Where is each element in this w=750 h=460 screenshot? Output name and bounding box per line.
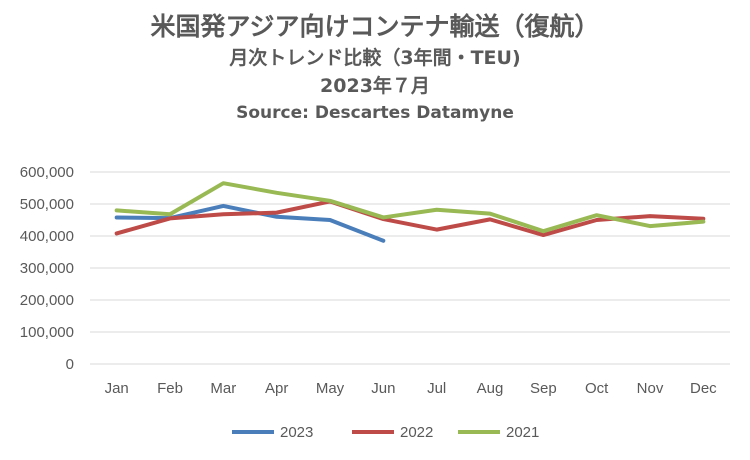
x-tick-label: Jul bbox=[427, 380, 446, 397]
x-tick-label: Sep bbox=[530, 380, 557, 397]
x-tick-label: Jan bbox=[105, 380, 129, 397]
legend-label-2021: 2021 bbox=[506, 424, 539, 441]
legend-label-2023: 2023 bbox=[280, 424, 313, 441]
series-lines bbox=[114, 181, 706, 243]
gridlines bbox=[90, 171, 730, 365]
chart-title: 米国発アジア向けコンテナ輸送（復航） bbox=[150, 12, 600, 41]
legend: 2023 2022 2021 bbox=[232, 424, 539, 441]
x-tick-label: Mar bbox=[210, 380, 236, 397]
x-tick-label: Nov bbox=[637, 380, 664, 397]
x-axis-tick-labels: Jan Feb Mar Apr May Jun Jul Aug Sep Oct Nov Dec bbox=[105, 380, 718, 397]
y-tick-label: 100,000 bbox=[20, 324, 74, 341]
x-tick-label: May bbox=[316, 380, 345, 397]
chart-titles: 米国発アジア向けコンテナ輸送（復航） 月次トレンド比較（3年間・TEU) 202… bbox=[0, 10, 750, 126]
series-line-2022 bbox=[114, 199, 706, 238]
chart-date: 2023年７月 bbox=[320, 75, 430, 97]
y-tick-label: 500,000 bbox=[20, 196, 74, 213]
x-tick-label: Aug bbox=[477, 380, 504, 397]
series-line-2023 bbox=[114, 203, 386, 243]
x-tick-label: Oct bbox=[585, 380, 609, 397]
y-tick-label: 0 bbox=[66, 356, 74, 373]
legend-label-2022: 2022 bbox=[400, 424, 433, 441]
y-tick-label: 300,000 bbox=[20, 260, 74, 277]
y-tick-label: 600,000 bbox=[20, 164, 74, 181]
x-tick-label: Jun bbox=[371, 380, 395, 397]
x-tick-label: Apr bbox=[265, 380, 288, 397]
chart-source: Source: Descartes Datamyne bbox=[236, 103, 514, 123]
x-tick-label: Dec bbox=[690, 380, 717, 397]
chart-subtitle: 月次トレンド比較（3年間・TEU) bbox=[229, 47, 521, 69]
x-tick-label: Feb bbox=[157, 380, 183, 397]
y-tick-label: 400,000 bbox=[20, 228, 74, 245]
y-tick-label: 200,000 bbox=[20, 292, 74, 309]
series-line-2021 bbox=[114, 181, 706, 234]
y-axis-tick-labels: 0 100,000 200,000 300,000 400,000 500,000 600,… bbox=[20, 164, 74, 373]
